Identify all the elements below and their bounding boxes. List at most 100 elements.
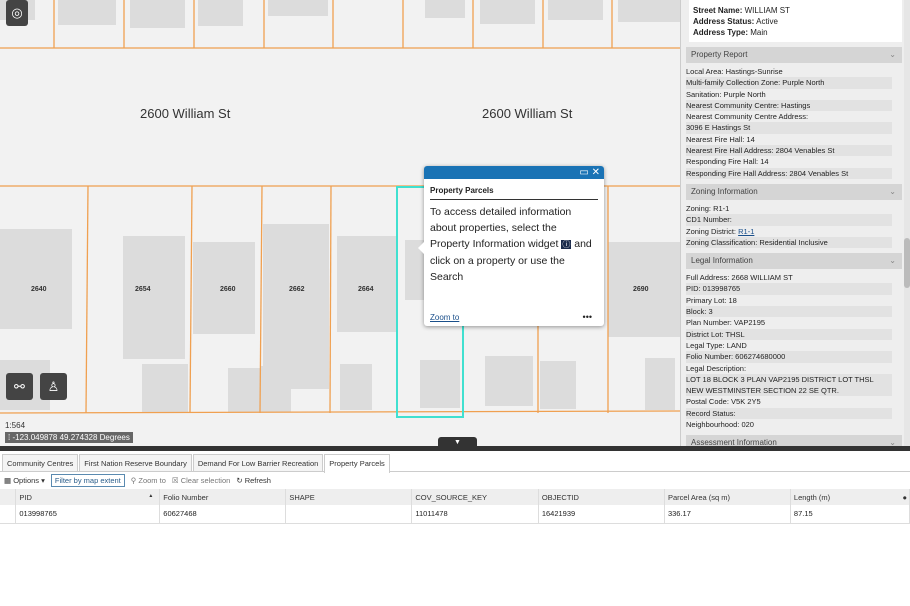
info-row: Zoning District: R1-1 xyxy=(686,226,892,237)
column-header[interactable]: OBJECTID xyxy=(538,489,665,505)
building-number: 2660 xyxy=(220,286,236,293)
popup-text: To access detailed information about pro… xyxy=(430,206,572,250)
clear-selection-button[interactable]: ☒ Clear selection xyxy=(171,476,231,485)
info-row: Responding Fire Hall Address: 2804 Venab… xyxy=(686,167,892,179)
street-label: 2600 William St xyxy=(140,106,231,121)
grid-icon: ⁞ xyxy=(8,433,13,442)
info-text: Zoning Classification: Residential Inclu… xyxy=(686,237,828,247)
column-label: Parcel Area (sq m) xyxy=(667,492,731,502)
building-number: 2662 xyxy=(289,286,305,293)
section-title: Property Report xyxy=(691,50,748,59)
section-header[interactable]: Assessment Information ⌄ xyxy=(686,435,902,446)
column-header[interactable]: Length (m) ● xyxy=(790,489,910,505)
clear-icon: ☒ xyxy=(171,476,179,485)
info-text: Legal Type: LAND xyxy=(686,340,747,350)
zoom-to-link[interactable]: Zoom to xyxy=(430,313,460,322)
maximize-icon[interactable]: ▭ xyxy=(579,167,589,178)
info-text: Nearest Community Centre: Hastings xyxy=(686,100,811,110)
info-row: Multi-family Collection Zone: Purple Nor… xyxy=(686,77,892,89)
info-text: Record Status: xyxy=(686,408,736,418)
info-text: District Lot: THSL xyxy=(686,329,745,339)
filter-by-extent-button[interactable]: Filter by map extent xyxy=(50,474,125,487)
info-row: LOT 18 BLOCK 3 PLAN VAP2195 DISTRICT LOT… xyxy=(686,373,892,397)
column-header[interactable]: Folio Number xyxy=(159,489,287,505)
measure-button[interactable]: ⚯ xyxy=(6,373,33,400)
collapse-table-button[interactable]: ▼ xyxy=(438,437,477,448)
info-row: Folio Number: 606274680000 xyxy=(686,351,892,363)
options-button[interactable]: ▦ Options ▾ xyxy=(4,476,45,485)
column-header[interactable]: SHAPE xyxy=(285,489,413,505)
property-info-widget-icon: ⓘ xyxy=(561,240,572,249)
info-row: Primary Lot: 18 xyxy=(686,295,892,306)
info-text: Neighbourhood: 020 xyxy=(686,420,754,430)
street-view-button[interactable]: ♙ xyxy=(40,373,67,400)
tab-demand-for-low-barrier-recreation[interactable]: Demand For Low Barrier Recreation xyxy=(192,454,324,471)
table-cell: 11011478 xyxy=(411,505,539,524)
pin-icon: ⚲ xyxy=(130,476,137,485)
attribute-table-tabs: Community Centres First Nation Reserve Bo… xyxy=(0,454,910,473)
info-text: Responding Fire Hall: 14 xyxy=(686,157,769,167)
info-text: Multi-family Collection Zone: Purple Nor… xyxy=(686,78,825,88)
building-number: 2654 xyxy=(135,286,151,293)
select-all-cell[interactable] xyxy=(0,489,17,505)
info-text: CD1 Number: xyxy=(686,215,732,225)
section-title: Zoning Information xyxy=(691,186,758,196)
map-view[interactable]: 2600 William St 2600 William St 2640 265… xyxy=(0,0,680,446)
coordinate-readout: ⁞ -123.049878 49.274328 Degrees xyxy=(5,432,133,443)
info-row: District Lot: THSL xyxy=(686,328,892,340)
close-icon[interactable]: ✕ xyxy=(591,167,600,178)
table-cell: 013998765 xyxy=(15,505,161,524)
info-text: Postal Code: V5K 2Y5 xyxy=(686,397,761,407)
info-text: Nearest Fire Hall Address: 2804 Venables… xyxy=(686,146,835,156)
building-number: 2690 xyxy=(633,286,649,293)
sort-ascending-icon[interactable]: ▲ xyxy=(148,492,154,499)
info-row: Legal Description: xyxy=(686,363,892,374)
tab-property-parcels[interactable]: Property Parcels xyxy=(324,454,390,473)
column-header[interactable]: COV_SOURCE_KEY xyxy=(411,489,539,505)
column-label: SHAPE xyxy=(289,492,315,502)
info-row: Plan Number: VAP2195 xyxy=(686,317,892,328)
table-cell: 336.17 xyxy=(664,505,791,524)
column-label: Folio Number xyxy=(163,492,209,502)
row-selector[interactable] xyxy=(0,505,17,524)
more-actions-button[interactable]: ••• xyxy=(582,312,592,322)
column-header[interactable]: Parcel Area (sq m) xyxy=(664,489,791,505)
popup-pointer xyxy=(418,242,424,254)
popup: ▭ ✕ Property Parcels To access detailed … xyxy=(418,166,604,326)
column-label: OBJECTID xyxy=(541,492,579,502)
chevron-down-icon: ⌄ xyxy=(889,438,896,446)
info-text: Block: 3 xyxy=(686,307,713,317)
section-header[interactable]: Legal Information ⌄ xyxy=(686,253,902,270)
zoning-district-link[interactable]: R1-1 xyxy=(738,226,755,236)
info-text: 3096 E Hastings St xyxy=(686,123,751,133)
section-title: Assessment Information xyxy=(691,438,777,446)
column-menu-icon[interactable]: ● xyxy=(902,492,907,502)
table-row[interactable]: 013998765 60627468 11011478 16421939 336.17 8… xyxy=(0,505,910,524)
section-header[interactable]: Property Report ⌄ xyxy=(686,47,902,63)
scale-text: 1:564 xyxy=(5,421,26,430)
locate-button[interactable]: ◎ xyxy=(6,0,28,26)
section-title: Legal Information xyxy=(691,256,753,266)
zoom-to-button[interactable]: ⚲ Zoom to xyxy=(130,476,166,485)
info-row: Sanitation: Purple North xyxy=(686,89,892,100)
tab-first-nation-reserve-boundary[interactable]: First Nation Reserve Boundary xyxy=(79,454,192,471)
refresh-button[interactable]: ↻ Refresh xyxy=(236,476,271,485)
info-row: Record Status: xyxy=(686,407,892,420)
coordinate-text: -123.049878 49.274328 Degrees xyxy=(12,433,130,442)
splitter[interactable] xyxy=(0,446,910,451)
column-label: PID xyxy=(19,492,32,502)
property-info-panel: Street Name: WILLIAM ST Address Status: … xyxy=(680,0,910,446)
table-cell: 60627468 xyxy=(159,505,287,524)
info-text: Primary Lot: 18 xyxy=(686,295,737,305)
info-row: Nearest Community Centre: Hastings xyxy=(686,99,892,112)
panel-scrollbar[interactable] xyxy=(904,0,910,446)
info-text: Full Address: 2668 WILLIAM ST xyxy=(686,273,793,283)
info-row: Neighbourhood: 020 xyxy=(686,419,892,430)
address-row: Address Type: Main xyxy=(693,28,768,37)
refresh-icon: ↻ xyxy=(236,476,243,485)
tab-community-centres[interactable]: Community Centres xyxy=(2,454,79,471)
section-header[interactable]: Zoning Information ⌄ xyxy=(686,183,902,200)
table-cell: 16421939 xyxy=(538,505,665,524)
column-header[interactable]: PID ▲ xyxy=(15,489,161,505)
info-row: Zoning: R1-1 xyxy=(686,203,892,214)
